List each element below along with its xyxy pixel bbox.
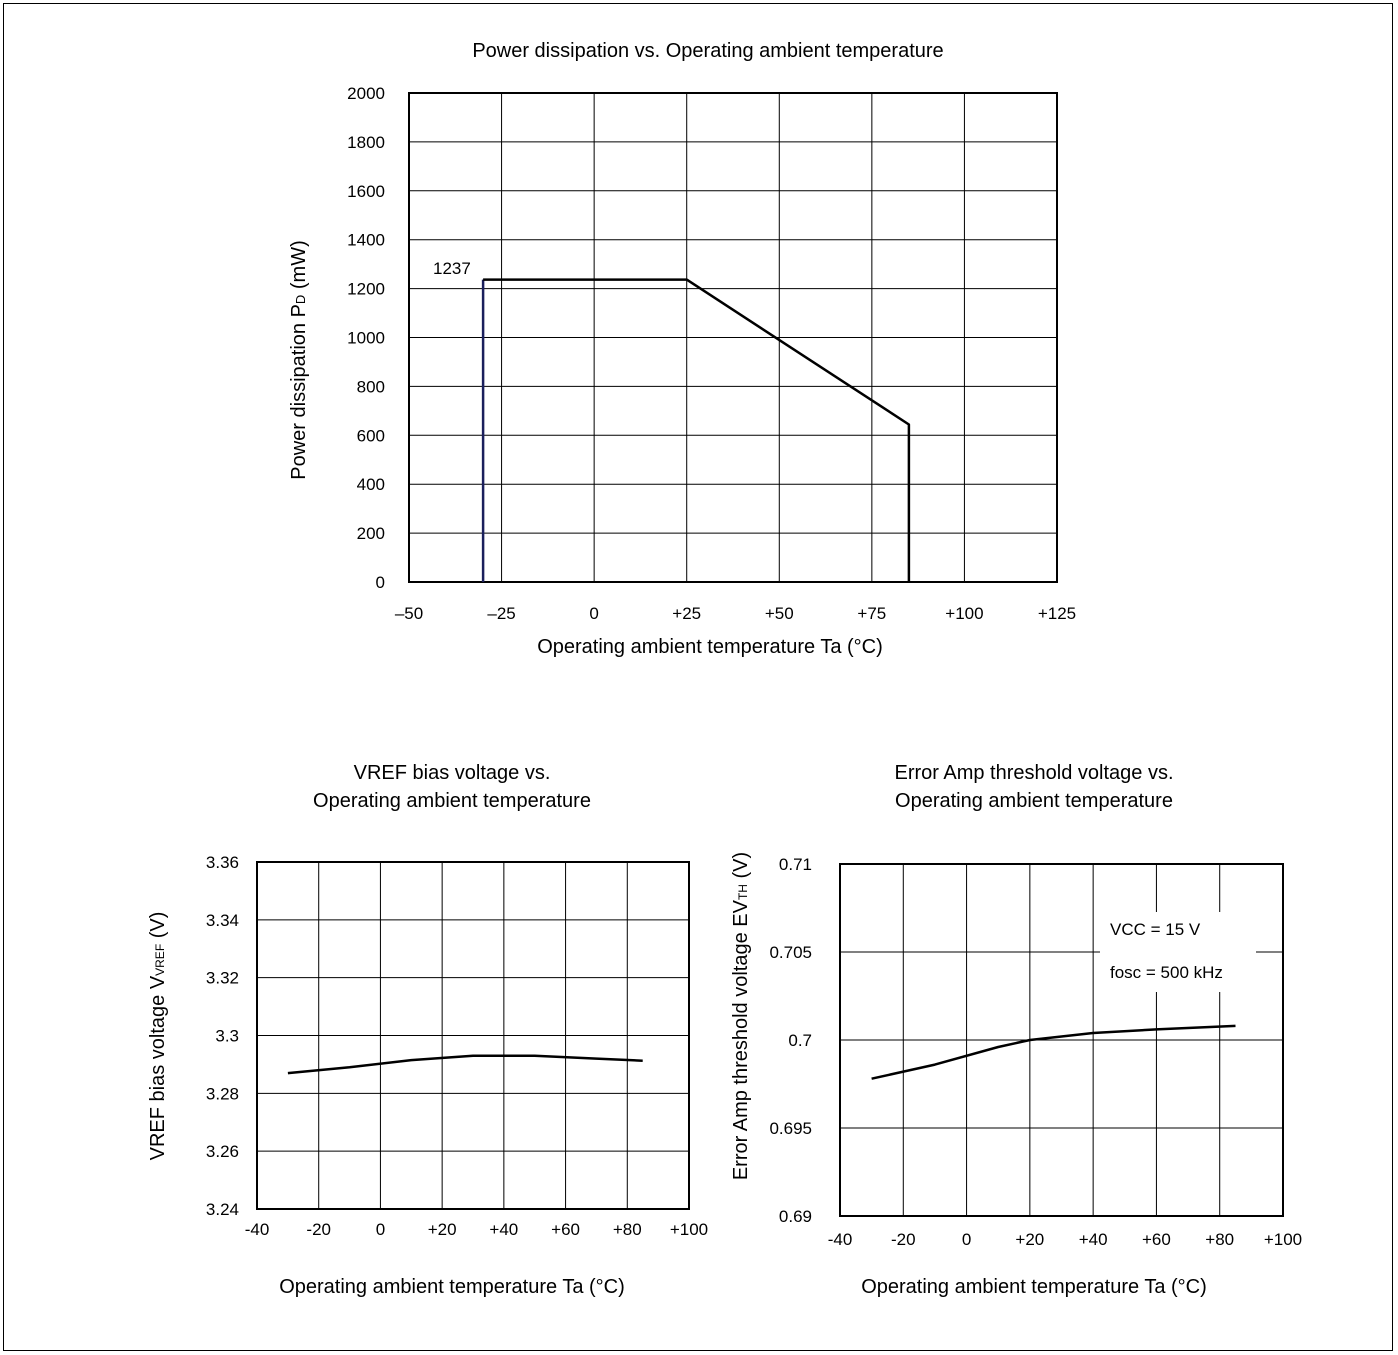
- x-tick-label: +40: [1079, 1230, 1108, 1249]
- x-tick-label: +40: [489, 1220, 518, 1239]
- y-tick-label: 1800: [347, 133, 385, 152]
- annotation-box: [1100, 912, 1256, 992]
- page-border: [3, 3, 1393, 1351]
- x-tick-label: +25: [672, 604, 701, 623]
- x-tick-label: +100: [1264, 1230, 1302, 1249]
- y-tick-label: 3.36: [206, 853, 239, 872]
- x-tick-label: -40: [828, 1230, 853, 1249]
- y-tick-label: 3.28: [206, 1084, 239, 1103]
- series-line-0: [287, 1054, 643, 1075]
- y-axis-label: VREF bias voltage VVREF (V): [147, 912, 169, 1161]
- y-tick-label: 3.26: [206, 1142, 239, 1161]
- y-tick-label: 1400: [347, 231, 385, 250]
- chart-title-line-1: Error Amp threshold voltage vs.: [894, 762, 1173, 784]
- y-tick-label: 200: [357, 524, 385, 543]
- y-tick-label: 400: [357, 475, 385, 494]
- chart-title: Power dissipation vs. Operating ambient …: [472, 40, 943, 62]
- x-tick-label: –25: [487, 604, 515, 623]
- x-tick-label: -20: [306, 1220, 331, 1239]
- y-tick-label: 0.69: [779, 1207, 812, 1226]
- plot-frame: [408, 92, 1058, 583]
- x-tick-label: –50: [395, 604, 423, 623]
- x-tick-label: +60: [551, 1220, 580, 1239]
- y-tick-label: 800: [357, 377, 385, 396]
- series-layer: [481, 278, 911, 582]
- x-axis-label: Operating ambient temperature Ta (°C): [861, 1276, 1207, 1298]
- chart-title-line-2: Operating ambient temperature: [895, 790, 1173, 812]
- y-tick-label: 0.7: [788, 1031, 812, 1050]
- y-tick-labels: 0 200 400 600 800 1000 1200 1400 1600 1800 2000: [347, 84, 385, 592]
- chart-title-line-2: Operating ambient temperature: [313, 790, 591, 812]
- x-tick-labels: –50 –25 0 +25 +50 +75 +100 +125: [395, 604, 1076, 623]
- y-tick-label: 2000: [347, 84, 385, 103]
- series-line-0: [871, 1024, 1236, 1080]
- x-tick-label: +80: [1205, 1230, 1234, 1249]
- vref-bias-voltage-chart: VREF bias voltage vs. Operating ambient …: [147, 762, 708, 1298]
- annotation-vcc: VCC = 15 V: [1110, 920, 1201, 939]
- y-axis-label: Error Amp threshold voltage EVTH (V): [730, 852, 752, 1180]
- power-dissipation-chart: Power dissipation vs. Operating ambient …: [288, 40, 1076, 658]
- x-tick-label: +50: [765, 604, 794, 623]
- y-tick-label: 1600: [347, 182, 385, 201]
- series-layer: [871, 1024, 1236, 1080]
- gridlines: [408, 92, 1058, 583]
- x-tick-label: -20: [891, 1230, 916, 1249]
- y-tick-labels: 3.24 3.26 3.28 3.3 3.32 3.34 3.36: [206, 853, 239, 1219]
- y-tick-label: 0: [376, 573, 385, 592]
- x-tick-label: +20: [428, 1220, 457, 1239]
- x-tick-label: +20: [1015, 1230, 1044, 1249]
- x-tick-label: +80: [613, 1220, 642, 1239]
- y-tick-label: 3.34: [206, 911, 239, 930]
- x-tick-label: +100: [670, 1220, 708, 1239]
- y-tick-label: 1000: [347, 329, 385, 348]
- y-tick-label: 0.71: [779, 855, 812, 874]
- y-tick-label: 1200: [347, 280, 385, 299]
- x-tick-label: 0: [376, 1220, 385, 1239]
- plot-frame: [839, 863, 1284, 1217]
- x-tick-label: 0: [962, 1230, 971, 1249]
- series-layer: [287, 1054, 643, 1075]
- annotation-1237: 1237: [433, 259, 471, 278]
- x-tick-label: +60: [1142, 1230, 1171, 1249]
- x-tick-labels: -40 -20 0 +20 +40 +60 +80 +100: [245, 1220, 708, 1239]
- y-tick-label: 600: [357, 426, 385, 445]
- plot-frame: [256, 861, 690, 1210]
- x-axis-label: Operating ambient temperature Ta (°C): [279, 1276, 625, 1298]
- y-axis-label: Power dissipation PD (mW): [288, 240, 310, 479]
- y-tick-label: 3.24: [206, 1200, 239, 1219]
- series-line-1: [483, 278, 911, 582]
- x-tick-label: +125: [1038, 604, 1076, 623]
- gridlines: [256, 861, 690, 1210]
- x-tick-label: +100: [945, 604, 983, 623]
- y-tick-label: 0.695: [769, 1119, 812, 1138]
- x-tick-label: 0: [589, 604, 598, 623]
- chart-title-line-1: VREF bias voltage vs.: [354, 762, 551, 784]
- y-tick-label: 3.32: [206, 969, 239, 988]
- x-tick-labels: -40 -20 0 +20 +40 +60 +80 +100: [828, 1230, 1302, 1249]
- error-amp-threshold-chart: Error Amp threshold voltage vs. Operatin…: [730, 762, 1302, 1298]
- y-tick-labels: 0.69 0.695 0.7 0.705 0.71: [769, 855, 812, 1226]
- x-tick-label: +75: [857, 604, 886, 623]
- y-tick-label: 3.3: [215, 1027, 239, 1046]
- annotation-fosc: fosc = 500 kHz: [1110, 963, 1223, 982]
- x-tick-label: -40: [245, 1220, 270, 1239]
- y-tick-label: 0.705: [769, 943, 812, 962]
- x-axis-label: Operating ambient temperature Ta (°C): [537, 636, 883, 658]
